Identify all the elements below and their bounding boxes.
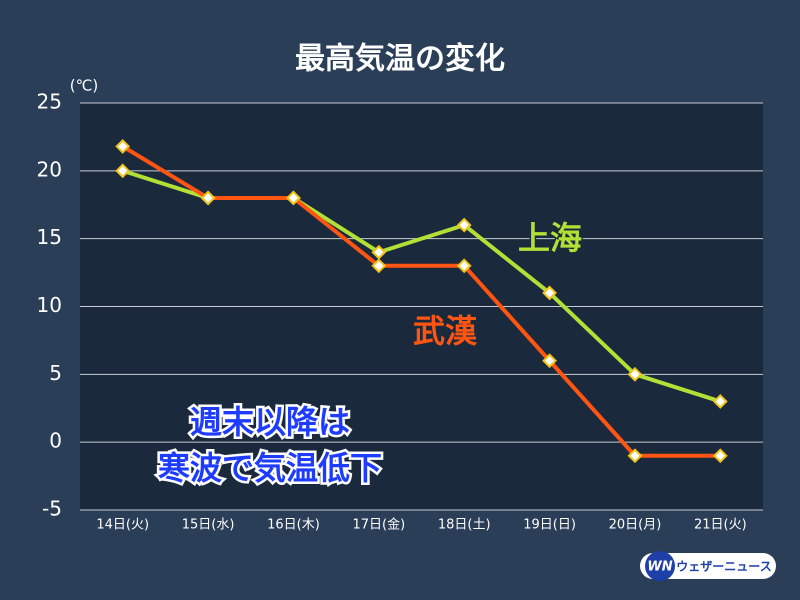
brand-logo-bg bbox=[645, 551, 675, 581]
annotation: 週末以降は bbox=[190, 403, 350, 441]
data-point bbox=[115, 138, 131, 154]
brand: WN ウェザーニュース bbox=[640, 551, 776, 581]
data-point bbox=[456, 217, 472, 233]
x-tick-label: 16日(木) bbox=[267, 518, 320, 533]
brand-badge bbox=[640, 553, 776, 579]
y-tick-label: 10 bbox=[37, 293, 62, 317]
data-point bbox=[200, 190, 216, 206]
data-point bbox=[286, 190, 301, 206]
y-tick-label: 5 bbox=[49, 361, 62, 385]
x-tick-label: 20日(月) bbox=[609, 518, 662, 533]
y-tick-label: 25 bbox=[37, 90, 62, 114]
data-point bbox=[115, 163, 131, 179]
data-point bbox=[371, 258, 387, 274]
plot: -5 0 5 10 15 20 25 14日(火) 15日(水) 16日(木) 17日(金) 18日(… bbox=[37, 90, 763, 533]
data-point bbox=[627, 366, 643, 382]
series-label: 武漢 bbox=[413, 312, 478, 350]
chart-title: 最高気温の変化 bbox=[295, 42, 505, 77]
x-tick-label: 18日(土) bbox=[438, 518, 491, 533]
series-line bbox=[121, 144, 721, 458]
data-point bbox=[542, 353, 557, 369]
x-tick-label: 14日(火) bbox=[96, 518, 149, 533]
x-tick-label: 19日(日) bbox=[523, 518, 576, 533]
data-point bbox=[542, 285, 557, 301]
series-label: 上海 bbox=[518, 219, 582, 257]
y-tick-label: 15 bbox=[37, 225, 62, 249]
x-tick-label: 17日(金) bbox=[352, 517, 405, 533]
y-tick-label: 0 bbox=[49, 429, 62, 453]
brand-name: ウェザーニュース bbox=[676, 560, 771, 574]
x-tick-label: 15日(水) bbox=[182, 518, 235, 533]
data-point bbox=[627, 448, 643, 464]
brand-logo: WN bbox=[647, 560, 672, 575]
data-point bbox=[371, 244, 387, 260]
y-tick-label: 20 bbox=[37, 157, 62, 181]
y-tick-label: -5 bbox=[42, 497, 62, 521]
x-tick-label: 21日(火) bbox=[694, 518, 747, 533]
data-point bbox=[712, 394, 728, 409]
data-point bbox=[712, 448, 728, 464]
annotation: 寒波で気温低下 bbox=[158, 449, 382, 487]
data-point bbox=[456, 258, 472, 274]
unit-label: (℃) bbox=[70, 77, 99, 95]
